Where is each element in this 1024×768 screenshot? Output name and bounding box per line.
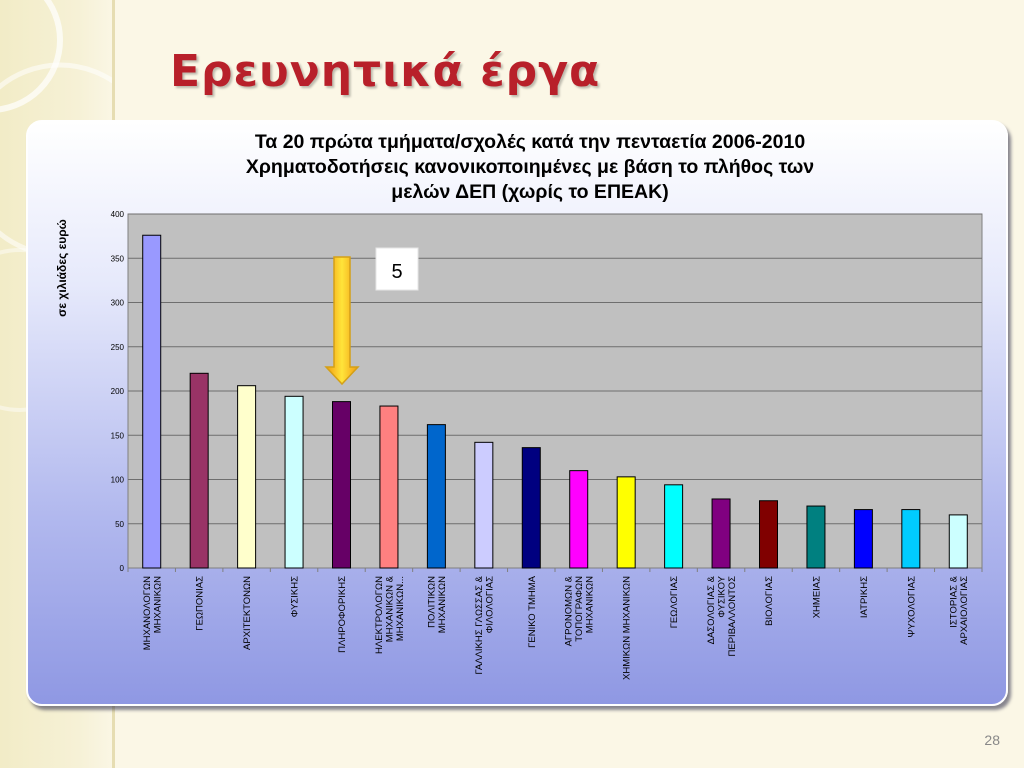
bar <box>521 447 541 569</box>
rank-callout: 5 <box>375 247 419 291</box>
chart-title: Τα 20 πρώτα τμήματα/σχολές κατά την πεντ… <box>150 130 910 205</box>
x-category-label: ΧΗΜΙΚΩΝ ΜΗΧΑΝΙΚΩΝ <box>622 576 633 680</box>
y-tick-label: 50 <box>115 520 124 529</box>
highlight-arrow <box>324 256 360 386</box>
bar <box>759 500 778 569</box>
rank-callout-box <box>375 247 419 291</box>
x-category-label: ΦΥΣΙΚΟΥ <box>717 575 728 617</box>
bar <box>616 476 636 569</box>
bar <box>142 234 162 569</box>
bar <box>806 505 826 569</box>
x-category-label: ΜΗΧΑΝΙΚΩΝ <box>585 576 596 633</box>
y-tick-label: 0 <box>120 564 125 573</box>
x-category-label: ΜΗΧΑΝΙΚΩΝ & <box>384 575 395 642</box>
x-category-label: ΜΗΧΑΝΙΚΩΝ <box>437 576 448 633</box>
y-axis-ticks: 0 50 100 150 200 250 300 350 400 <box>111 210 125 573</box>
bar <box>569 470 589 569</box>
chart-title-line-2: Χρηματοδοτήσεις κανονικοποιημένες με βάσ… <box>245 156 815 178</box>
x-category-label: ΔΑΣΟΛΟΓΙΑΣ & <box>706 575 717 644</box>
x-category-label: ΒΙΟΛΟΓΙΑΣ <box>764 576 775 626</box>
bar <box>474 441 494 569</box>
x-category-label: ΜΗΧΑΝΙΚΩΝ... <box>395 576 406 641</box>
bar <box>379 405 399 569</box>
x-category-label: ΓΕΩΛΟΓΙΑΣ <box>669 576 680 628</box>
y-tick-label: 200 <box>111 387 125 396</box>
x-category-label: ΠΛΗΡΟΦΟΡΙΚΗΣ <box>337 576 348 653</box>
x-category-label: ΑΡΧΑΙΟΛΟΓΙΑΣ <box>959 576 970 645</box>
x-category-label: ΗΛΕΚΤΡΟΛΟΓΩΝ <box>374 576 385 654</box>
bar <box>948 514 968 569</box>
page-number: 28 <box>984 732 1000 748</box>
bar <box>189 372 209 569</box>
y-tick-label: 300 <box>111 299 125 308</box>
x-category-label: ΓΕΩΠΟΝΙΑΣ <box>195 576 206 631</box>
x-category-label: ΦΥΣΙΚΗΣ <box>290 576 301 617</box>
gridlines <box>128 213 982 525</box>
y-axis-label: σε χιλιάδες ευρώ <box>55 219 69 317</box>
x-category-label: ΓΕΝΙΚΟ ΤΜΗΜΑ <box>527 575 538 647</box>
x-category-label: ΠΟΛΙΤΙΚΩΝ <box>427 576 438 628</box>
chart-title-line-1: Τα 20 πρώτα τμήματα/σχολές κατά την πεντ… <box>254 131 806 153</box>
x-category-label: ΨΥΧΟΛΟΓΙΑΣ <box>906 576 917 638</box>
x-category-label: ΤΟΠΟΓΡΑΦΩΝ <box>574 576 585 642</box>
y-tick-label: 400 <box>111 210 125 219</box>
bar <box>711 498 731 569</box>
down-arrow-icon <box>324 256 360 386</box>
x-category-label: ΙΣΤΟΡΙΑΣ & <box>949 575 960 627</box>
y-tick-label: 350 <box>111 254 125 263</box>
x-axis-labels: ΜΗΧΑΝΟΛΟΓΩΝ ΜΗΧΑΝΙΚΩΝ ΓΕΩΠΟΝΙΑΣ ΑΡΧΙΤΕΚΤΟΝΩ… <box>127 568 983 680</box>
x-category-label: ΧΗΜΕΙΑΣ <box>811 576 822 618</box>
rank-callout-label: 5 <box>391 261 402 283</box>
x-category-label: ΑΓΡΟΝΟΜΩΝ & <box>564 575 575 646</box>
bar <box>664 484 684 569</box>
bar-highlighted <box>332 401 351 569</box>
x-category-label: ΑΡΧΙΤΕΚΤΟΝΩΝ <box>242 576 253 650</box>
bar <box>426 424 446 569</box>
y-tick-label: 150 <box>111 431 125 440</box>
x-category-label: ΠΕΡΙΒΑΛΛΟΝΤΟΣ <box>727 576 738 657</box>
bars <box>142 234 968 569</box>
x-category-label: ΜΗΧΑΝΟΛΟΓΩΝ <box>142 576 153 650</box>
slide-title: Ερευνητικά έργα <box>170 46 601 97</box>
x-category-label: ΦΙΛΟΛΟΓΙΑΣ <box>485 576 496 633</box>
x-category-label: ΓΑΛΛΙΚΗΣ ΓΛΩΣΣΑΣ & <box>474 575 485 674</box>
y-tick-label: 250 <box>111 343 125 352</box>
bar <box>237 385 257 569</box>
y-tick-label: 100 <box>111 476 125 485</box>
x-category-label: ΜΗΧΑΝΙΚΩΝ <box>152 576 163 633</box>
bar <box>284 395 304 569</box>
bar <box>901 509 921 569</box>
x-category-label: ΙΑΤΡΙΚΗΣ <box>859 576 870 618</box>
bar <box>853 509 873 569</box>
chart-title-line-3: μελών ΔΕΠ (χωρίς το ΕΠΕΑΚ) <box>391 181 669 203</box>
